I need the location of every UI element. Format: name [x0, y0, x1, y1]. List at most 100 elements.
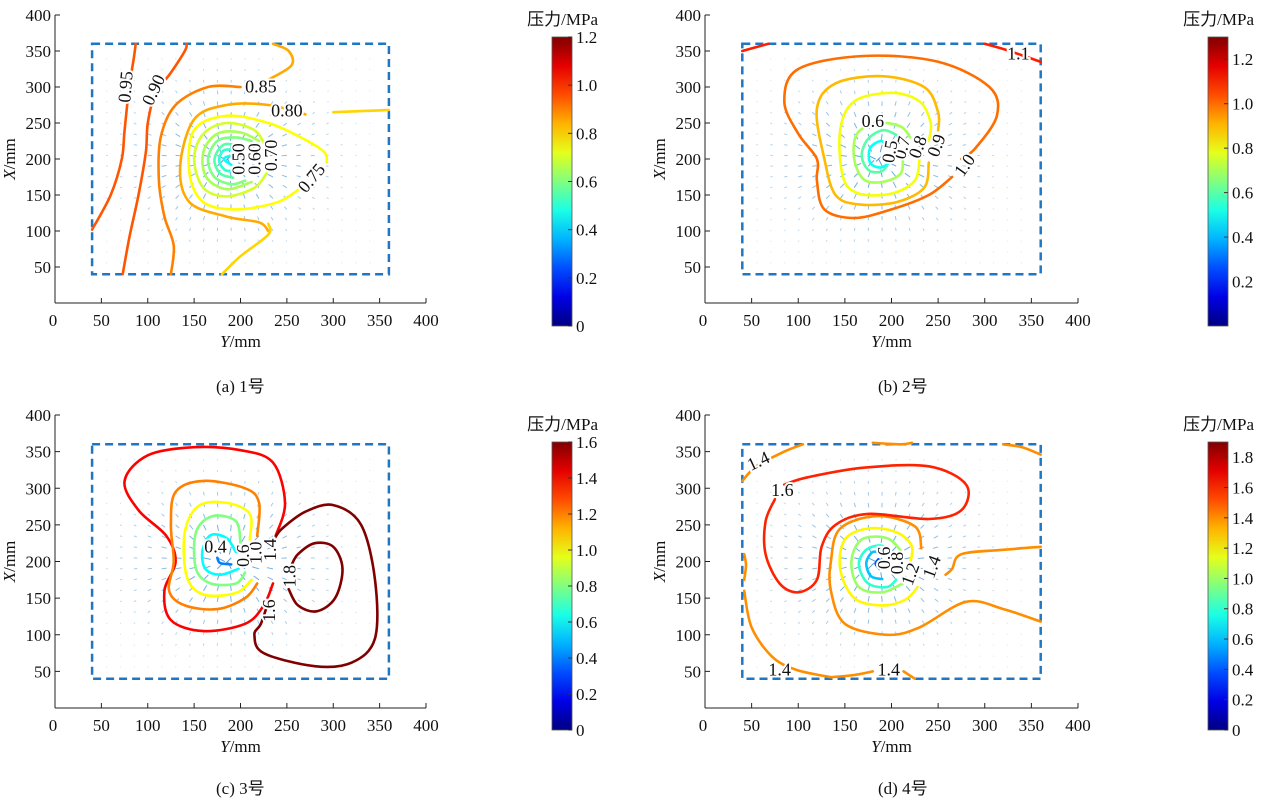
vector-arrow	[825, 111, 830, 116]
vector-arrow	[298, 218, 302, 221]
vector-arrow	[298, 502, 302, 506]
vector-arrow	[783, 644, 786, 647]
vector-arrow	[1006, 666, 1009, 669]
vector-arrow	[216, 502, 219, 508]
vector-arrow	[770, 197, 773, 200]
contour-line	[332, 108, 391, 114]
vector-arrow	[964, 68, 967, 71]
vector-arrow	[797, 111, 801, 115]
vector-arrow	[285, 632, 288, 636]
vector-arrow	[918, 576, 925, 581]
contour-line	[871, 441, 914, 446]
vector-arrow	[252, 546, 260, 551]
vector-arrow	[327, 229, 329, 232]
vector-arrow	[1020, 513, 1023, 515]
vector-arrow	[756, 524, 758, 526]
vector-arrow	[239, 546, 246, 553]
contour-line	[838, 91, 933, 197]
vector-arrow	[327, 100, 329, 103]
vector-arrow	[299, 469, 302, 472]
caption-a: (a) 1号	[216, 377, 265, 396]
vector-arrow	[189, 491, 192, 496]
vector-arrow	[202, 643, 205, 646]
vector-arrow	[1006, 79, 1009, 82]
vector-arrow	[755, 229, 758, 232]
contour-chart-c: 0 50 100 150 200 250 300 350 400 50 100 150 200 250 30…	[0, 406, 598, 756]
contour-line	[741, 42, 770, 53]
colorbar-tick-label: 0.2	[1232, 691, 1253, 710]
vector-arrow	[933, 587, 939, 592]
vector-arrow	[769, 79, 772, 82]
vector-arrow	[825, 480, 828, 484]
vector-arrow	[798, 175, 803, 178]
vector-arrow	[1006, 251, 1009, 253]
vector-arrow	[269, 597, 274, 603]
vector-arrow	[266, 557, 274, 559]
vector-arrow	[853, 122, 858, 129]
vector-arrow	[936, 79, 939, 82]
vector-arrow	[783, 207, 787, 210]
vector-arrow	[917, 567, 925, 570]
x-tick-label: 250	[274, 311, 300, 330]
vector-arrow	[894, 607, 897, 613]
vector-arrow	[933, 535, 939, 539]
vector-arrow	[877, 158, 883, 167]
vector-arrow	[825, 261, 828, 264]
vector-arrow	[948, 588, 953, 592]
contour-line	[838, 526, 919, 607]
contour-line	[857, 544, 898, 589]
vector-arrow	[257, 90, 260, 94]
contour-line	[944, 545, 1042, 576]
contour-chart-d: 0 50 100 150 200 250 300 350 400 50 100 150 200 250 30…	[650, 406, 1254, 756]
vector-arrow	[769, 469, 772, 472]
vector-arrow	[271, 632, 274, 635]
vector-arrow	[904, 144, 911, 149]
vector-arrow	[769, 68, 772, 71]
vector-arrow	[253, 172, 260, 178]
vector-arrow	[368, 600, 371, 603]
vector-arrow	[811, 524, 816, 528]
vector-arrow	[354, 491, 357, 494]
colorbar-tick-label: 0	[576, 721, 585, 740]
vector-arrow	[903, 154, 911, 157]
vector-arrow	[161, 491, 164, 495]
vector-arrow	[853, 193, 857, 199]
x-tick-label: 350	[1019, 311, 1045, 330]
vector-arrow	[147, 588, 152, 592]
vector-arrow	[313, 480, 316, 483]
sensor-region-box	[90, 443, 391, 680]
vector-arrow	[161, 68, 163, 71]
vector-arrow	[147, 185, 152, 189]
vector-arrow	[354, 229, 357, 232]
vector-arrow	[105, 197, 108, 200]
vector-arrow	[175, 469, 177, 472]
vector-arrow	[755, 491, 758, 494]
vector-arrow	[327, 68, 329, 71]
vector-arrow	[189, 101, 192, 106]
vector-arrow	[147, 480, 150, 483]
vector-arrow	[325, 133, 329, 136]
vector-arrow	[355, 261, 357, 264]
vector-arrow	[825, 609, 830, 614]
vector-arrow	[1020, 611, 1023, 614]
y-tick-label: 150	[676, 589, 702, 608]
vector-arrow	[811, 206, 816, 210]
colorbar-tick-label: 0	[1232, 721, 1241, 740]
vector-arrow	[922, 480, 925, 484]
vector-arrow	[937, 655, 939, 657]
vector-arrow	[202, 585, 208, 592]
vector-arrow	[853, 204, 857, 210]
vector-arrow	[281, 144, 288, 147]
vector-arrow	[950, 90, 953, 93]
vector-arrow	[811, 228, 814, 232]
vector-arrow	[354, 100, 357, 103]
vector-arrow	[769, 240, 772, 243]
y-axis-label: X/mm	[0, 138, 19, 181]
x-axis-label: Y/mm	[871, 332, 912, 351]
vector-arrow	[368, 491, 371, 494]
vector-arrow	[811, 491, 815, 495]
vector-arrow	[175, 513, 179, 518]
vector-arrow	[888, 557, 897, 561]
y-tick-label: 250	[676, 516, 702, 535]
vector-arrow	[950, 666, 953, 668]
